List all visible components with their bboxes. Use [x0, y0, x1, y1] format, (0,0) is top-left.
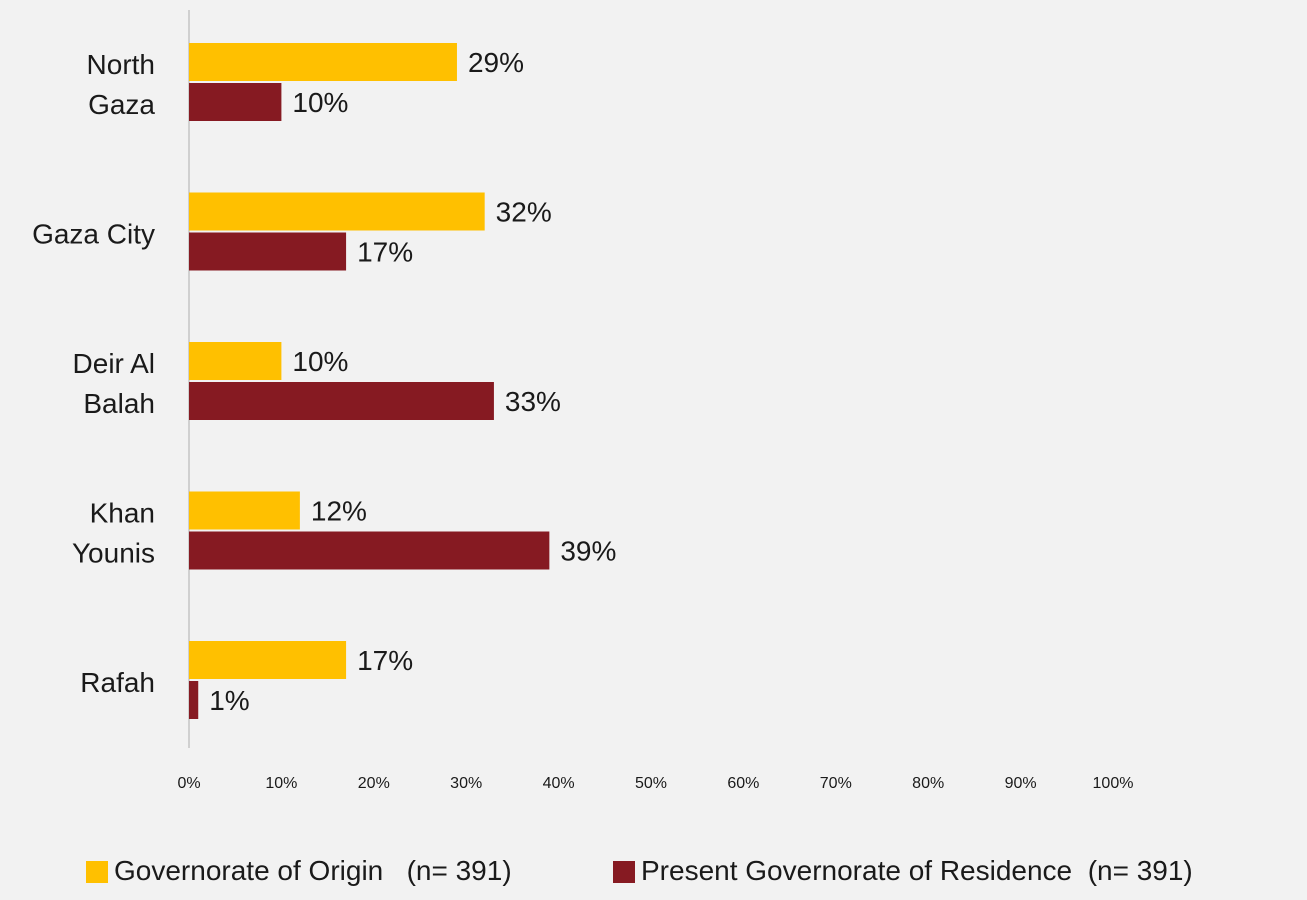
legend-label-0: Governorate of Origin (n= 391): [114, 855, 512, 886]
bar-origin-4: [189, 641, 347, 679]
x-tick-label-3: 30%: [450, 775, 482, 792]
x-tick-label-0: 0%: [177, 775, 200, 792]
data-label-residence-0: 10%: [292, 87, 348, 118]
x-tick-label-5: 50%: [635, 775, 667, 792]
bar-origin-1: [189, 192, 485, 231]
category-label-2-0: Deir Al: [73, 348, 155, 379]
legend-label-1: Present Governorate of Residence (n= 391…: [641, 855, 1193, 886]
ticks-layer: 0% 10% 20% 30% 40% 50% 60% 70% 80% 90% 100%: [177, 775, 1133, 792]
bar-residence-4: [189, 681, 199, 719]
bar-origin-0: [189, 43, 457, 81]
bar-residence-0: [189, 83, 282, 121]
category-label-0-0: North: [87, 49, 155, 80]
x-tick-label-4: 40%: [543, 775, 575, 792]
data-label-origin-0: 29%: [468, 47, 524, 78]
data-label-origin-2: 10%: [292, 346, 348, 377]
category-label-1-0: Gaza City: [32, 219, 155, 250]
x-tick-label-1: 10%: [265, 775, 297, 792]
x-tick-label-8: 80%: [912, 775, 944, 792]
data-label-residence-3: 39%: [560, 536, 616, 567]
x-tick-label-10: 100%: [1093, 775, 1134, 792]
bar-origin-2: [189, 342, 282, 380]
bar-residence-2: [189, 382, 494, 420]
data-label-residence-4: 1%: [209, 685, 249, 716]
category-label-3-1: Younis: [72, 538, 155, 569]
bar-origin-3: [189, 491, 300, 530]
category-label-0-1: Gaza: [88, 89, 155, 120]
bar-residence-3: [189, 531, 550, 570]
data-label-residence-1: 17%: [357, 237, 413, 268]
labels-layer: 29% 10% North Gaza 32% 17% Gaza City 10% 33% Deir…: [32, 47, 616, 716]
data-label-origin-1: 32%: [496, 197, 552, 228]
category-label-4-0: Rafah: [80, 667, 155, 698]
category-label-2-1: Balah: [83, 388, 155, 419]
bar-residence-1: [189, 232, 347, 271]
x-tick-label-6: 60%: [727, 775, 759, 792]
x-tick-label-9: 90%: [1005, 775, 1037, 792]
x-tick-label-2: 20%: [358, 775, 390, 792]
category-label-3-0: Khan: [90, 498, 155, 529]
x-tick-label-7: 70%: [820, 775, 852, 792]
data-label-residence-2: 33%: [505, 386, 561, 417]
bars-layer: [189, 43, 550, 719]
data-label-origin-3: 12%: [311, 496, 367, 527]
data-label-origin-4: 17%: [357, 645, 413, 676]
legend: Governorate of Origin (n= 391) Present Go…: [86, 855, 1193, 886]
legend-swatch-1: [613, 861, 635, 883]
legend-swatch-0: [86, 861, 108, 883]
